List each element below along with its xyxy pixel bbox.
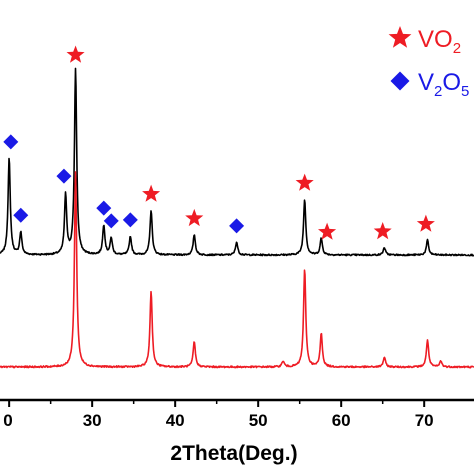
vo2-star-marker [295, 173, 314, 191]
vo2-star-marker [373, 222, 392, 240]
v2o5-diamond-marker [229, 218, 245, 234]
v2o5-diamond-marker [96, 200, 112, 216]
legend-star-icon [388, 26, 412, 48]
v2o5-diamond-marker [13, 207, 29, 223]
legend-diamond-icon [390, 71, 410, 91]
v2o5-diamond-marker [122, 212, 138, 228]
series-layer [0, 67, 474, 369]
x-tick-label: 0 [3, 411, 12, 430]
series-line-red [0, 171, 474, 369]
series-line-black [0, 67, 474, 257]
x-axis: 0 30 40 50 60 70 [0, 398, 474, 430]
vo2-star-marker [416, 214, 435, 232]
x-tick-label: 30 [83, 411, 102, 430]
v2o5-diamond-marker [56, 168, 72, 184]
x-tick-label: 50 [249, 411, 268, 430]
vo2-star-marker [318, 222, 337, 240]
legend-label-vo2: VO2 [418, 26, 461, 57]
vo2-star-marker [66, 45, 85, 63]
vo2-star-marker [142, 184, 161, 202]
x-tick-label: 60 [332, 411, 351, 430]
phase-marker-layer [3, 45, 435, 240]
x-tick-label: 70 [415, 411, 434, 430]
x-axis-title: 2Theta(Deg.) [170, 442, 297, 465]
v2o5-diamond-marker [103, 213, 119, 229]
vo2-star-marker [185, 208, 204, 227]
legend: VO2 V2O5 [388, 26, 469, 100]
x-tick-label: 40 [166, 411, 185, 430]
v2o5-diamond-marker [3, 134, 19, 150]
legend-label-v2o5: V2O5 [418, 69, 469, 100]
